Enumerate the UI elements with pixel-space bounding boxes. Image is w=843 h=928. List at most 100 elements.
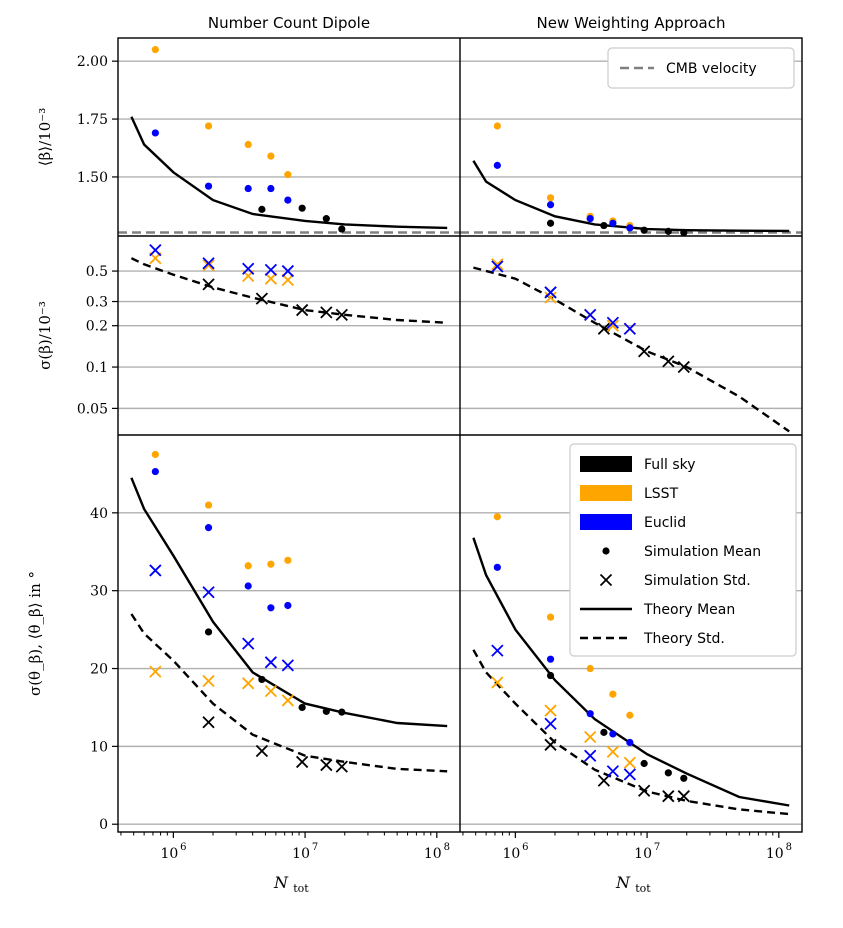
euclid-mean-point: [204, 524, 213, 532]
x-tick-base: 10: [292, 846, 310, 862]
full-sky-std-point: [662, 355, 675, 368]
cross-stroke: [544, 704, 557, 717]
full-sky-std-point: [544, 738, 557, 751]
euclid-std-point: [281, 659, 294, 672]
x-tick-label: 10 7: [292, 842, 318, 862]
euclid-std-point: [544, 286, 557, 299]
y-tick-label: 30: [90, 584, 108, 600]
cross-stroke: [281, 694, 294, 707]
legend-cross-swatch: [599, 573, 613, 587]
legend-cmb: CMB velocity: [607, 47, 795, 89]
euclid-mean-point: [151, 129, 159, 137]
theory-std-line: [473, 266, 790, 433]
cross-stroke: [202, 259, 215, 272]
x-tick-exponent: 8: [786, 842, 792, 853]
full-sky-mean-point: [204, 628, 213, 636]
euclid-std-point: [606, 765, 620, 778]
cross-stroke: [242, 677, 255, 690]
cross-stroke: [638, 784, 651, 797]
cross-stroke: [491, 644, 504, 657]
lsst-mean-point: [493, 513, 501, 521]
cross-stroke: [606, 745, 620, 758]
cross-stroke: [662, 790, 675, 803]
euclid-std-point: [623, 322, 636, 335]
euclid-mean-point: [267, 604, 275, 612]
cross-stroke: [544, 286, 557, 299]
full-sky-std-point: [202, 278, 215, 291]
cross-stroke: [242, 637, 255, 650]
x-axis-label-main: N: [615, 873, 631, 892]
column-title: Number Count Dipole: [208, 14, 370, 32]
column-title: New Weighting Approach: [537, 14, 726, 32]
legend-swatch: [580, 485, 632, 501]
euclid-mean-point: [586, 215, 594, 223]
legend-label: Simulation Mean: [644, 544, 761, 560]
cross-stroke: [623, 756, 636, 769]
y-tick-label: 0.05: [77, 401, 108, 417]
lsst-std-point: [264, 684, 278, 698]
lsst-mean-point: [609, 690, 617, 698]
euclid-mean-point: [284, 196, 292, 204]
legend-label: Theory Std.: [643, 631, 725, 647]
x-tick-base: 10: [502, 846, 520, 862]
euclid-mean-point: [267, 184, 275, 193]
legend-label: Simulation Std.: [644, 573, 751, 589]
x-tick-exponent: 6: [180, 842, 186, 853]
cross-stroke: [149, 564, 162, 577]
euclid-mean-point: [204, 182, 213, 190]
cross-stroke: [255, 744, 269, 758]
lsst-std-point: [544, 291, 557, 304]
y-tick-label: 0: [99, 817, 108, 833]
full-sky-std-point: [320, 758, 333, 772]
full-sky-mean-point: [600, 728, 608, 736]
cross-stroke: [606, 765, 620, 778]
x-tick-label: 10 8: [766, 842, 792, 862]
euclid-mean-point: [284, 601, 292, 610]
cross-stroke: [242, 262, 255, 275]
cross-stroke: [264, 684, 278, 698]
full-sky-std-point: [255, 744, 269, 758]
cross-stroke: [584, 730, 597, 744]
lsst-std-point: [623, 756, 636, 769]
lsst-std-point: [281, 694, 294, 707]
legend-box: [607, 47, 795, 89]
y-tick-label: 10: [90, 739, 108, 755]
lsst-mean-point: [267, 560, 275, 568]
panel-body: [118, 45, 460, 234]
cross-stroke: [202, 278, 215, 291]
panel-r0-c0: [118, 45, 460, 234]
euclid-mean-point: [493, 161, 501, 169]
panel-r1-c0: [118, 244, 460, 410]
euclid-std-point: [584, 749, 597, 762]
full-sky-std-point: [677, 790, 690, 803]
lsst-std-point: [544, 704, 557, 717]
lsst-std-point: [242, 677, 255, 690]
lsst-std-point: [149, 665, 162, 678]
full-sky-std-point: [255, 292, 269, 305]
full-sky-std-point: [296, 755, 309, 769]
legend-swatch: [580, 456, 632, 472]
full-sky-std-point: [597, 322, 611, 335]
theory-mean-line: [472, 537, 790, 807]
lsst-std-point: [202, 259, 215, 272]
x-tick-label: 10 7: [634, 842, 660, 862]
euclid-std-point: [202, 586, 215, 599]
full-sky-mean-point: [322, 707, 330, 715]
euclid-std-point: [264, 263, 278, 277]
cross-stroke: [597, 322, 611, 335]
euclid-std-point: [584, 308, 597, 321]
cross-stroke: [491, 258, 504, 271]
euclid-mean-point: [244, 184, 252, 193]
lsst-std-point: [491, 258, 504, 271]
x-tick-label: 10 6: [160, 842, 186, 862]
y-axis-label: σ(θ_β), ⟨θ_β⟩ in °: [26, 571, 44, 696]
panel-body: [460, 60, 802, 236]
full-sky-mean-point: [298, 204, 306, 212]
lsst-std-point: [606, 319, 620, 332]
legend-label: CMB velocity: [666, 61, 757, 77]
lsst-std-point: [606, 745, 620, 758]
theory-mean-line: [130, 477, 448, 728]
legend-label: Full sky: [644, 457, 696, 473]
